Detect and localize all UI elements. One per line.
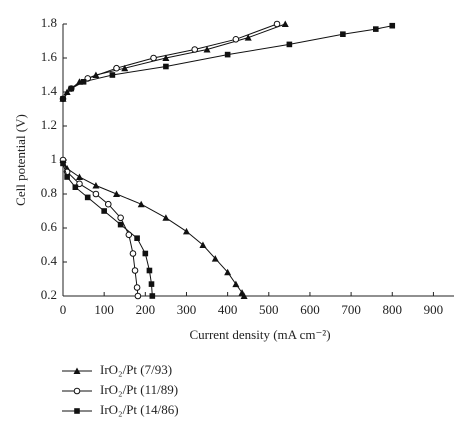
marker (134, 235, 140, 241)
legend-label: IrO₂/Pt (7/93) (100, 362, 172, 377)
x-tick-label: 600 (300, 302, 320, 317)
marker (199, 241, 207, 248)
y-tick-label: 1 (51, 151, 58, 166)
y-tick-label: 0.6 (41, 219, 58, 234)
marker (162, 54, 170, 61)
marker (232, 280, 240, 288)
marker (92, 182, 100, 189)
marker (75, 173, 83, 180)
y-tick-label: 1.8 (41, 15, 57, 30)
marker (117, 221, 124, 228)
y-tick-label: 0.8 (41, 185, 57, 200)
marker (149, 293, 156, 299)
legend-label: IrO₂/Pt (14/86) (100, 402, 179, 417)
y-tick-label: 0.4 (41, 253, 58, 268)
marker (63, 88, 71, 95)
marker (203, 46, 211, 53)
marker (84, 194, 91, 201)
marker (131, 267, 139, 274)
x-tick-label: 500 (259, 302, 279, 317)
marker (273, 20, 281, 28)
marker (244, 34, 252, 41)
marker (182, 227, 190, 235)
marker (73, 367, 81, 374)
marker (64, 174, 70, 180)
marker (109, 72, 116, 78)
marker (389, 22, 396, 29)
marker (240, 292, 248, 299)
marker (150, 54, 157, 62)
marker (113, 64, 120, 72)
marker (121, 64, 129, 72)
y-tick-label: 0.2 (41, 287, 57, 302)
marker (281, 20, 289, 27)
marker (60, 160, 66, 167)
series-line (62, 25, 393, 297)
marker (340, 31, 346, 37)
x-tick-label: 100 (94, 302, 114, 317)
marker (162, 214, 170, 221)
x-tick-label: 300 (177, 302, 197, 317)
y-axis-label: Cell potential (V) (13, 114, 28, 206)
marker (224, 51, 231, 58)
marker (117, 214, 124, 222)
y-tick-label: 1.4 (41, 83, 58, 98)
marker (142, 250, 149, 257)
marker (224, 268, 232, 276)
marker (72, 184, 79, 190)
marker (101, 208, 107, 214)
x-tick-label: 0 (60, 302, 67, 317)
marker (60, 96, 66, 102)
x-tick-label: 800 (383, 302, 403, 317)
marker (286, 41, 293, 48)
marker (74, 408, 80, 414)
x-tick-label: 400 (218, 302, 238, 317)
marker (373, 26, 379, 32)
y-tick-label: 1.2 (41, 117, 57, 132)
marker (134, 292, 142, 300)
x-tick-label: 200 (136, 302, 156, 317)
marker (129, 250, 137, 257)
marker (73, 387, 81, 395)
legend-label: IrO₂/Pt (11/89) (100, 382, 178, 397)
marker (211, 255, 219, 262)
y-tick-label: 1.6 (41, 49, 58, 64)
marker (232, 36, 240, 43)
marker (104, 200, 112, 208)
marker (113, 190, 121, 197)
marker (146, 267, 153, 274)
marker (92, 190, 100, 198)
marker (191, 46, 199, 53)
marker (133, 284, 141, 291)
x-axis-label: Current density (mA cm⁻²) (189, 327, 330, 342)
marker (148, 281, 155, 287)
x-tick-label: 900 (424, 302, 444, 317)
marker (137, 200, 145, 208)
x-tick-label: 700 (341, 302, 361, 317)
marker (68, 85, 75, 92)
series-line (62, 23, 278, 297)
marker (163, 63, 169, 70)
marker (80, 79, 87, 85)
